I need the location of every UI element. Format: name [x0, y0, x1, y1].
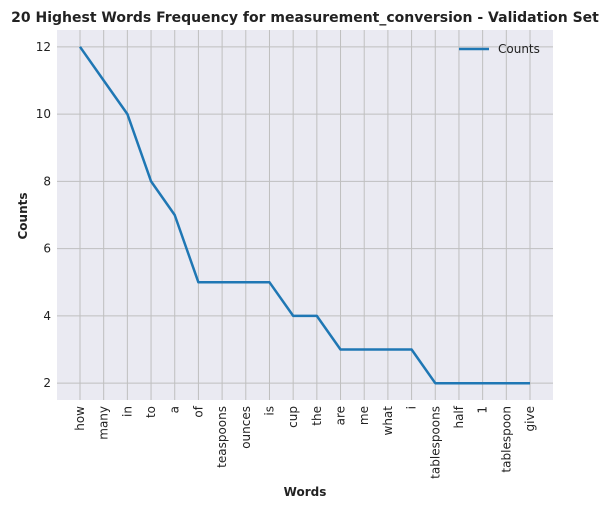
grid — [57, 30, 553, 400]
x-tick-label: the — [310, 406, 324, 426]
x-tick-label: are — [334, 406, 348, 425]
x-tick-label: what — [381, 406, 395, 436]
x-tick-label: of — [191, 405, 205, 417]
x-tick-label: cup — [286, 406, 300, 428]
x-tick-label: to — [144, 406, 158, 418]
x-tick-label: a — [168, 406, 182, 413]
y-tick-label: 12 — [36, 40, 51, 54]
series-group — [78, 46, 530, 385]
legend-label: Counts — [498, 42, 540, 56]
x-tick-label: i — [405, 406, 419, 409]
y-axis-label: Counts — [16, 192, 30, 239]
y-tick-label: 4 — [43, 309, 51, 323]
x-tick-label: in — [120, 406, 134, 417]
y-tick-label: 6 — [43, 242, 51, 256]
x-tick-label: many — [97, 406, 111, 440]
x-tick-label: half — [452, 405, 466, 428]
legend: Counts — [459, 42, 540, 56]
x-tick-label: is — [262, 406, 276, 416]
x-tick-label: how — [73, 406, 87, 431]
series-line-counts — [78, 46, 530, 385]
x-tick-label: tablespoons — [428, 406, 442, 479]
x-tick-label: teaspoons — [215, 406, 229, 468]
y-tick-label: 10 — [36, 107, 51, 121]
y-axis-ticks: 2 4 6 8 10 12 — [36, 40, 51, 390]
plot-area — [57, 30, 553, 400]
x-tick-label: ounces — [239, 406, 253, 449]
x-tick-label: tablespoon — [499, 406, 513, 473]
x-tick-label: 1 — [476, 406, 490, 414]
x-tick-label: me — [357, 406, 371, 425]
chart-title: 20 Highest Words Frequency for measureme… — [11, 10, 599, 26]
x-tick-label: give — [523, 406, 537, 431]
x-axis-ticks: how many in to a of teaspoons ounces is cup the are… — [73, 405, 537, 479]
y-tick-label: 2 — [43, 376, 51, 390]
y-tick-label: 8 — [43, 174, 51, 188]
x-axis-label: Words — [284, 485, 327, 499]
